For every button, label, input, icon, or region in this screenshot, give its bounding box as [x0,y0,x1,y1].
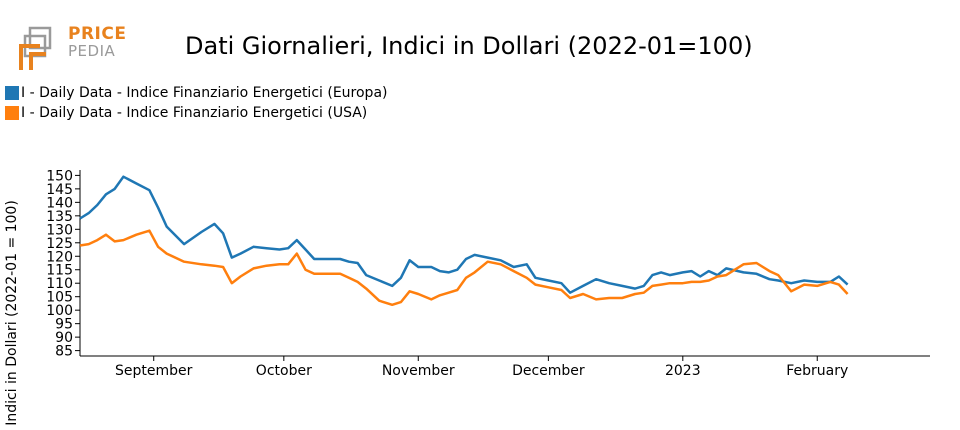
logo-mark-icon [19,26,52,70]
y-tick-label: 90 [55,330,73,346]
y-tick-label: 150 [46,168,73,184]
x-tick-label: October [256,363,312,379]
x-tick-label: November [382,363,455,379]
legend-swatch-usa [5,106,19,120]
y-tick-label: 135 [46,209,73,225]
y-tick-label: 125 [46,236,73,252]
logo-text-price: PRICE [68,24,127,44]
y-tick-label: 85 [55,344,73,360]
y-tick-label: 105 [46,290,73,306]
series-line-europa [79,175,849,294]
legend-label-europa: I - Daily Data - Indice Finanziario Ener… [21,85,388,101]
y-tick-label: 115 [46,263,73,279]
legend-item-usa[interactable]: I - Daily Data - Indice Finanziario Ener… [5,104,367,122]
y-tick-label: 100 [46,303,73,319]
y-tick-label: 120 [46,249,73,265]
x-tick-label: February [786,363,848,379]
y-axis-label: Indici in Dollari (2022-01 = 100) [4,200,20,426]
y-tick-label: 110 [46,276,73,292]
y-tick-label: 130 [46,222,73,238]
x-tick-label: September [115,363,193,379]
legend-item-europa[interactable]: I - Daily Data - Indice Finanziario Ener… [5,84,387,102]
logo-text-pedia: PEDIA [68,42,116,60]
pricepedia-logo [18,24,128,74]
x-tick-label: 2023 [665,363,701,379]
legend-swatch-europa [5,86,19,100]
y-tick-label: 140 [46,195,73,211]
y-tick-label: 95 [55,317,73,333]
series-line-usa [79,229,849,307]
y-tick-label: 145 [46,182,73,198]
chart-title: Dati Giornalieri, Indici in Dollari (202… [185,32,753,60]
legend-label-usa: I - Daily Data - Indice Finanziario Ener… [21,105,368,121]
x-tick-label: December [512,363,585,379]
